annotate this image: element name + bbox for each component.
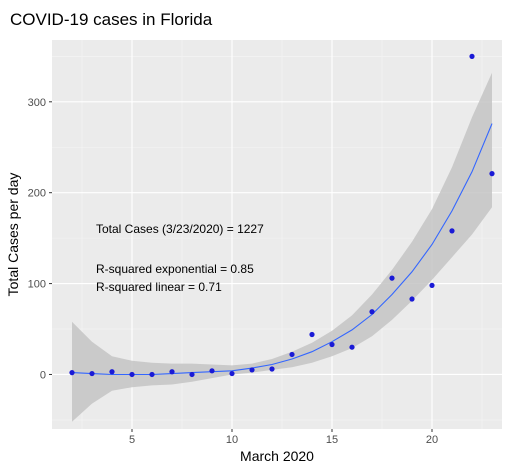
data-point	[449, 228, 455, 234]
data-point	[229, 370, 235, 377]
annotations: Total Cases (3/23/2020) = 1227 R-squared …	[96, 222, 264, 294]
annotation-text: R-squared linear = 0.71	[96, 280, 222, 294]
y-tick-label: 200	[28, 188, 46, 200]
data-point	[189, 371, 195, 378]
data-points	[69, 53, 495, 378]
chart-title: COVID-19 cases in Florida	[10, 10, 213, 29]
x-tick-label: 5	[129, 434, 135, 446]
x-axis-ticks: 5 10 15 20	[129, 429, 438, 446]
data-point	[329, 341, 335, 348]
data-point	[469, 53, 475, 59]
annotation-text: R-squared exponential = 0.85	[96, 262, 254, 276]
data-point	[349, 344, 355, 350]
data-point	[409, 296, 415, 302]
data-point	[269, 366, 275, 372]
x-tick-label: 20	[426, 434, 438, 446]
data-point	[249, 367, 255, 373]
data-point	[389, 275, 395, 281]
x-tick-label: 15	[326, 434, 338, 446]
minor-gridlines	[52, 40, 502, 429]
data-point	[109, 369, 115, 375]
annotation-text: Total Cases (3/23/2020) = 1227	[96, 222, 264, 236]
data-point	[489, 171, 495, 177]
data-point	[369, 309, 375, 315]
x-tick-label: 10	[226, 434, 238, 446]
y-tick-label: 0	[40, 369, 46, 381]
smooth-fit-line	[71, 123, 493, 376]
data-point	[129, 371, 135, 378]
data-point	[429, 282, 435, 288]
y-tick-label: 300	[28, 97, 46, 109]
data-point	[149, 371, 155, 378]
confidence-ribbon	[72, 72, 492, 422]
data-point	[309, 331, 315, 338]
data-point	[289, 351, 295, 358]
data-point	[89, 370, 95, 377]
x-axis-title: March 2020	[240, 448, 314, 464]
data-point	[209, 368, 215, 374]
y-tick-label: 100	[28, 279, 46, 291]
y-axis-title: Total Cases per day	[5, 173, 21, 297]
data-point	[169, 369, 175, 375]
data-point	[69, 370, 75, 376]
y-axis-ticks: 0 100 200 300	[28, 97, 52, 381]
